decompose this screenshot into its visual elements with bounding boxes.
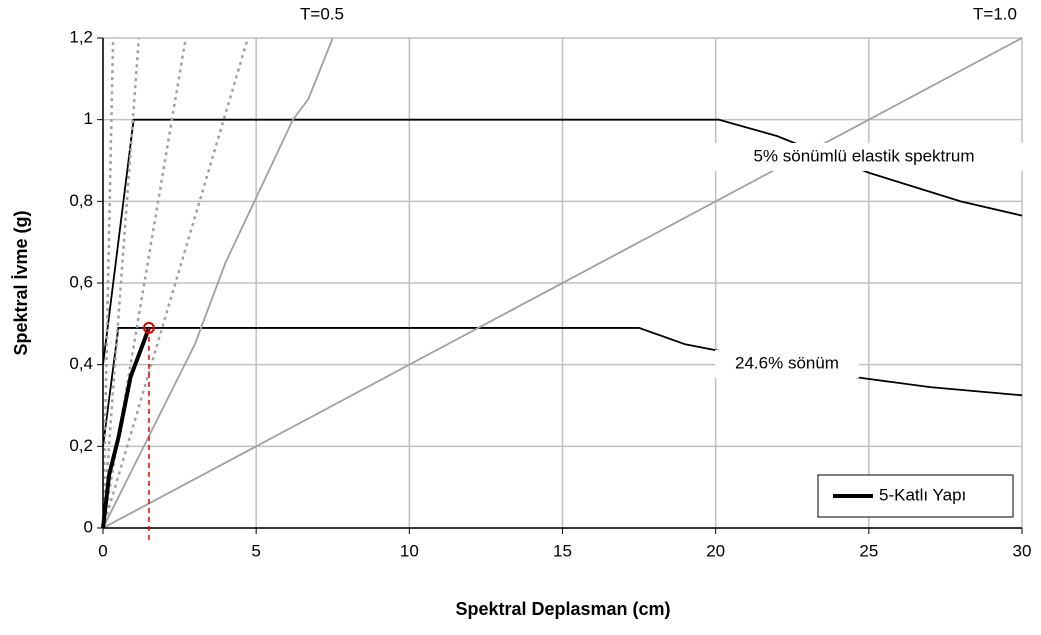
y-axis-title: Spektral İvme (g) <box>11 210 31 355</box>
x-tick-label: 25 <box>859 541 878 560</box>
annotation: T=1.0 <box>973 4 1017 23</box>
reference-curve <box>102 37 1023 529</box>
performance-point <box>142 321 155 334</box>
reference-curve <box>101 37 141 529</box>
x-tick-label: 0 <box>98 541 107 560</box>
annotation: T=0.5 <box>300 4 344 23</box>
y-tick-label: 1,2 <box>69 27 93 46</box>
y-tick-label: 0,2 <box>69 436 93 455</box>
x-tick-label: 10 <box>400 541 419 560</box>
x-tick-label: 5 <box>251 541 260 560</box>
x-tick-label: 20 <box>706 541 725 560</box>
x-tick-label: 30 <box>1013 541 1032 560</box>
annotation: 5% sönümlü elastik spektrum <box>753 146 974 165</box>
annotation: 24.6% sönüm <box>735 353 839 372</box>
reference-curve <box>101 37 187 529</box>
annotation-background <box>715 350 859 378</box>
reference-curve <box>102 37 334 529</box>
reference-curve <box>101 37 115 529</box>
annotation-background <box>696 143 1032 171</box>
x-tick-label: 15 <box>553 541 572 560</box>
reference-curve <box>102 118 1023 365</box>
y-tick-label: 0,8 <box>69 191 93 210</box>
y-tick-label: 0,6 <box>69 272 93 291</box>
y-tick-label: 1 <box>84 109 93 128</box>
x-axis-title: Spektral Deplasman (cm) <box>455 599 670 619</box>
y-tick-label: 0,4 <box>69 354 93 373</box>
legend-label: 5-Katlı Yapı <box>879 485 966 504</box>
reference-curve <box>102 327 1023 447</box>
capacity-curve <box>101 327 151 529</box>
reference-curve <box>101 37 250 529</box>
y-tick-label: 0 <box>84 517 93 536</box>
